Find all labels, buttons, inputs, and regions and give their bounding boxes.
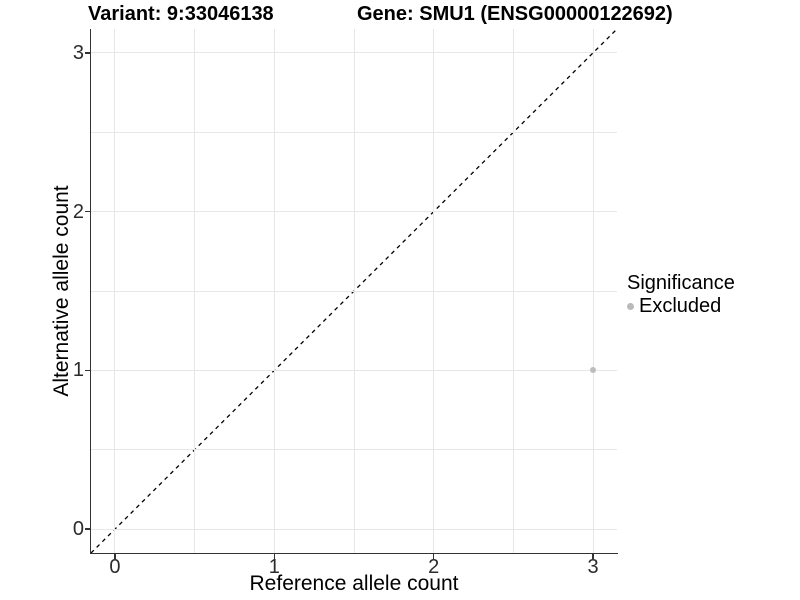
y-tick-mark — [85, 369, 90, 372]
y-tick-label: 0 — [72, 518, 84, 541]
variant-title: Variant: 9:33046138 — [88, 3, 274, 25]
y-gridline — [91, 211, 617, 213]
gene-title: Gene: SMU1 (ENSG00000122692) — [357, 3, 673, 25]
y-gridline — [91, 131, 617, 133]
legend-item-excluded: Excluded — [627, 295, 735, 317]
y-gridline — [91, 369, 617, 371]
x-tick-mark — [432, 554, 435, 559]
y-gridline — [91, 52, 617, 54]
x-tick-label: 2 — [428, 556, 440, 578]
y-axis-label: Alternative allele count — [50, 185, 73, 397]
x-tick-mark — [273, 554, 276, 559]
legend-title: Significance — [627, 272, 735, 294]
x-tick-label: 3 — [587, 556, 599, 578]
x-axis-label: Reference allele count — [249, 572, 459, 595]
x-tick-mark — [592, 554, 594, 559]
legend-point-icon — [627, 302, 634, 310]
y-tick-label: 3 — [72, 41, 84, 64]
y-axis-line — [89, 29, 92, 554]
y-tick-mark — [85, 52, 90, 54]
y-gridline — [91, 528, 617, 530]
x-tick-mark — [114, 554, 116, 559]
y-tick-label: 2 — [72, 200, 84, 223]
y-tick-label: 1 — [72, 359, 84, 382]
y-tick-mark — [85, 528, 90, 530]
legend: Significance Excluded — [627, 272, 735, 317]
y-tick-mark — [85, 210, 90, 213]
y-gridline — [91, 290, 617, 292]
x-axis-line — [89, 552, 618, 555]
x-tick-label: 0 — [109, 556, 121, 578]
legend-item-label: Excluded — [639, 295, 722, 317]
x-tick-label: 1 — [268, 556, 280, 578]
data-point — [590, 367, 597, 374]
y-gridline — [91, 449, 617, 451]
plot-panel — [90, 28, 618, 554]
